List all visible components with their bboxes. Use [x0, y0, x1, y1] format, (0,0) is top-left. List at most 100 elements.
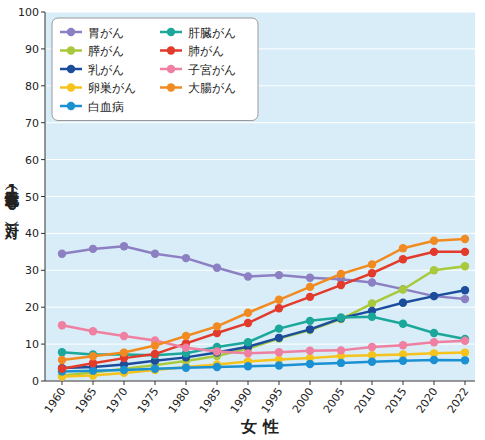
- series-marker: [461, 235, 469, 243]
- series-marker: [461, 348, 469, 356]
- series-marker: [461, 337, 469, 345]
- x-axis: [45, 381, 475, 382]
- x-tick-label: 2015: [383, 385, 410, 415]
- y-tick: [41, 196, 45, 197]
- x-tick: [155, 381, 156, 385]
- series-marker: [182, 363, 190, 371]
- legend-marker: [67, 28, 75, 36]
- x-tick-label: 2010: [352, 385, 379, 415]
- y-tick-label: 60: [25, 154, 39, 167]
- series-marker: [244, 338, 252, 346]
- x-tick: [279, 381, 280, 385]
- x-tick: [93, 381, 94, 385]
- x-tick-label: 1995: [259, 385, 286, 415]
- y-tick-label: 10: [25, 338, 39, 351]
- y-axis: [45, 12, 46, 381]
- legend-marker: [167, 65, 175, 73]
- grid-line: [45, 270, 475, 271]
- legend-label: 肺がん: [188, 44, 224, 58]
- x-tick: [341, 381, 342, 385]
- series-marker: [430, 248, 438, 256]
- series-marker: [120, 332, 128, 340]
- y-axis-label: 死亡率（女性人口10万対）: [3, 181, 20, 240]
- series-marker: [89, 327, 97, 335]
- series-marker: [368, 313, 376, 321]
- series-marker: [368, 260, 376, 268]
- y-tick: [41, 233, 45, 234]
- x-tick-label: 1980: [166, 385, 193, 415]
- y-tick-label: 80: [25, 80, 39, 93]
- series-marker: [399, 320, 407, 328]
- x-tick-label: 2022: [445, 385, 472, 415]
- series-marker: [337, 346, 345, 354]
- grid-line: [45, 381, 475, 382]
- grid-line: [45, 233, 475, 234]
- series-marker: [461, 295, 469, 303]
- y-tick-label: 0: [32, 375, 39, 388]
- series-marker: [151, 350, 159, 358]
- series-marker: [399, 285, 407, 293]
- series-marker: [461, 248, 469, 256]
- grid-line: [45, 122, 475, 123]
- series-marker: [430, 292, 438, 300]
- series-marker: [306, 317, 314, 325]
- legend-marker: [67, 65, 75, 73]
- legend-label: 肝臓がん: [188, 26, 236, 40]
- series-marker: [151, 249, 159, 257]
- series-marker: [244, 319, 252, 327]
- series-marker: [306, 360, 314, 368]
- series-marker: [461, 356, 469, 364]
- series-marker: [213, 264, 221, 272]
- series-marker: [399, 357, 407, 365]
- series-marker: [275, 324, 283, 332]
- series-marker: [182, 344, 190, 352]
- series-marker: [399, 285, 407, 293]
- y-tick: [41, 122, 45, 123]
- series-marker: [337, 359, 345, 367]
- legend-box: [52, 18, 258, 121]
- series-marker: [275, 296, 283, 304]
- series-line: [62, 239, 465, 360]
- series-marker: [275, 348, 283, 356]
- series-marker: [58, 356, 66, 364]
- x-tick: [310, 381, 311, 385]
- series-marker: [306, 283, 314, 291]
- series-marker: [399, 299, 407, 307]
- series-marker: [430, 338, 438, 346]
- legend-marker: [167, 46, 175, 54]
- series-marker: [120, 348, 128, 356]
- x-tick-label: 1965: [73, 385, 100, 415]
- grid-line: [45, 196, 475, 197]
- series-marker: [89, 245, 97, 253]
- series-line: [62, 252, 465, 369]
- series-marker: [306, 347, 314, 355]
- y-tick: [41, 48, 45, 49]
- x-tick: [372, 381, 373, 385]
- plot-background: [45, 12, 475, 381]
- series-marker: [430, 292, 438, 300]
- plot-area: [58, 235, 469, 381]
- legend-marker: [67, 46, 75, 54]
- x-tick: [62, 381, 63, 385]
- x-tick: [403, 381, 404, 385]
- y-tick-label: 100: [18, 6, 39, 19]
- series-marker: [213, 322, 221, 330]
- series-marker: [182, 364, 190, 372]
- x-tick: [434, 381, 435, 385]
- legend-marker: [167, 83, 175, 91]
- series-marker: [337, 270, 345, 278]
- grid-line: [45, 12, 475, 13]
- series-marker: [58, 321, 66, 329]
- x-tick: [465, 381, 466, 385]
- series-marker: [244, 272, 252, 280]
- legend-label: 卵巣がん: [88, 81, 136, 95]
- legend-label: 乳がん: [88, 63, 124, 77]
- series-marker: [430, 329, 438, 337]
- series-marker: [275, 334, 283, 342]
- series-marker: [213, 347, 221, 355]
- series-marker: [368, 358, 376, 366]
- series-marker: [275, 361, 283, 369]
- series-marker: [151, 365, 159, 373]
- series-marker: [399, 244, 407, 252]
- series-marker: [430, 356, 438, 364]
